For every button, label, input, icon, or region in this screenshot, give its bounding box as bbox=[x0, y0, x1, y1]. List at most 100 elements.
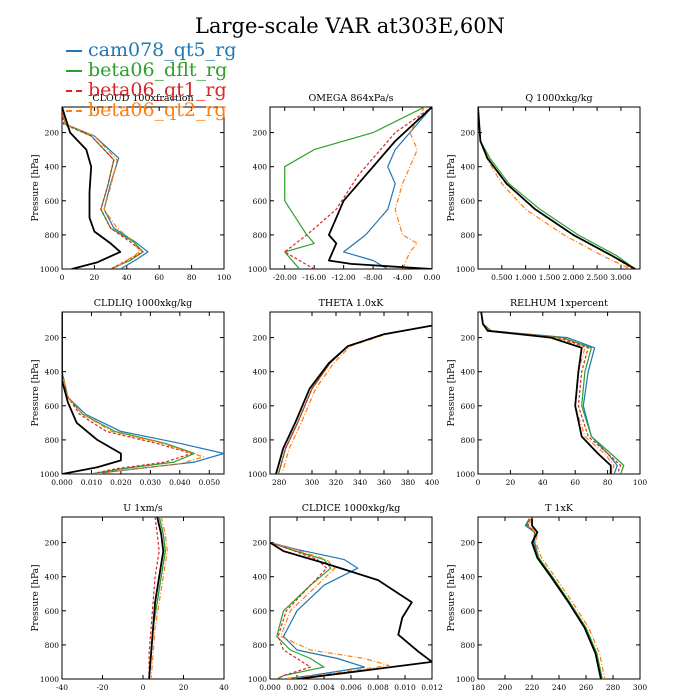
y-tick-label: 600 bbox=[461, 197, 476, 206]
x-tick-label: 0 bbox=[60, 273, 65, 282]
series-line-beta06_qt1_rg bbox=[478, 107, 634, 269]
series-line-beta06_qt2_rg bbox=[394, 107, 426, 269]
y-tick-label: 800 bbox=[461, 436, 476, 445]
x-tick-label: 80 bbox=[187, 273, 197, 282]
y-tick-label: 400 bbox=[253, 368, 268, 377]
x-tick-label: 280 bbox=[272, 478, 287, 487]
legend-swatch bbox=[66, 70, 82, 72]
y-tick-label: 200 bbox=[461, 334, 476, 343]
x-tick-label: -20.00 bbox=[273, 273, 297, 282]
panel-title: OMEGA 864xPa/s bbox=[308, 93, 393, 104]
legend-item: beta06_qt1_rg bbox=[66, 80, 236, 100]
y-tick-label: 800 bbox=[45, 231, 60, 240]
x-tick-label: 2.500 bbox=[586, 273, 608, 282]
x-tick-label: 2.000 bbox=[563, 273, 585, 282]
series-line-beta06_qt1_rg bbox=[148, 517, 160, 679]
y-tick-label: 200 bbox=[253, 334, 268, 343]
series-line-beta06_qt2_rg bbox=[478, 107, 631, 269]
x-tick-label: 40 bbox=[538, 478, 548, 487]
panel-frame bbox=[477, 311, 641, 475]
series-line-beta06_dflt_rg bbox=[277, 325, 432, 474]
legend-swatch bbox=[66, 90, 82, 92]
y-tick-label: 1000 bbox=[40, 265, 59, 274]
x-tick-label: 60 bbox=[154, 273, 164, 282]
x-tick-label: 0.004 bbox=[313, 683, 335, 692]
x-tick-label: 40 bbox=[219, 683, 229, 692]
x-tick-label: -12.00 bbox=[332, 273, 356, 282]
series-line-cam078_qt5_rg bbox=[343, 107, 432, 269]
x-tick-label: -16.00 bbox=[302, 273, 326, 282]
x-tick-label: 3.000 bbox=[610, 273, 632, 282]
panel-title: Q 1000xkg/kg bbox=[525, 93, 592, 104]
panel-series bbox=[270, 541, 432, 679]
series-line-beta06_qt2_rg bbox=[62, 312, 204, 474]
y-tick-label: 400 bbox=[45, 573, 60, 582]
x-tick-label: 0.008 bbox=[367, 683, 389, 692]
panel-title: CLDLIQ 1000xkg/kg bbox=[94, 298, 192, 309]
series-line-beta06_qt1_rg bbox=[62, 107, 144, 269]
x-tick-label: 0.00 bbox=[424, 273, 441, 282]
panel-9: T 1xK 200 400 600 800 1000 Pressure [hPa] 180 20… bbox=[447, 503, 647, 692]
series-line-reference bbox=[478, 107, 636, 269]
panel-frame bbox=[477, 516, 641, 680]
legend-swatch bbox=[66, 110, 82, 112]
series-line-beta06_qt2_rg bbox=[150, 517, 168, 679]
y-tick-label: 1000 bbox=[456, 675, 475, 684]
panel-title: CLDICE 1000xkg/kg bbox=[302, 503, 401, 514]
y-tick-label: 400 bbox=[45, 368, 60, 377]
y-tick-label: 600 bbox=[45, 607, 60, 616]
y-tick-label: 600 bbox=[45, 197, 60, 206]
x-tick-label: -4.00 bbox=[393, 273, 412, 282]
series-line-reference bbox=[148, 517, 165, 679]
x-tick-label: 60 bbox=[570, 478, 580, 487]
x-tick-label: 20 bbox=[90, 273, 100, 282]
y-tick-label: 400 bbox=[45, 163, 60, 172]
y-tick-label: 600 bbox=[461, 402, 476, 411]
x-tick-label: 40 bbox=[122, 273, 132, 282]
series-line-reference bbox=[531, 518, 602, 679]
x-tick-label: 300 bbox=[305, 478, 320, 487]
panel-4: CLDLIQ 1000xkg/kg 200 400 600 800 1000 Pressur… bbox=[31, 298, 225, 487]
y-tick-label: 400 bbox=[253, 163, 268, 172]
x-tick-label: -40 bbox=[56, 683, 68, 692]
panel-series bbox=[62, 107, 149, 269]
y-axis-label: Pressure [hPa] bbox=[31, 154, 41, 221]
y-tick-label: 600 bbox=[461, 607, 476, 616]
x-tick-label: 360 bbox=[377, 478, 392, 487]
x-tick-label: 20 bbox=[179, 683, 189, 692]
x-tick-label: 280 bbox=[606, 683, 621, 692]
series-line-beta06_qt2_rg bbox=[528, 518, 606, 679]
series-line-cam078_qt5_rg bbox=[277, 325, 432, 474]
series-line-cam078_qt5_rg bbox=[524, 518, 603, 679]
panel-frame bbox=[477, 106, 641, 270]
x-tick-label: 0.002 bbox=[286, 683, 308, 692]
x-tick-label: -8.00 bbox=[363, 273, 382, 282]
y-tick-label: 600 bbox=[253, 402, 268, 411]
series-line-reference bbox=[62, 107, 122, 269]
series-line-beta06_dflt_rg bbox=[270, 542, 332, 679]
legend-item: cam078_qt5_rg bbox=[66, 40, 236, 60]
y-tick-label: 1000 bbox=[40, 470, 59, 479]
legend-label: beta06_dflt_rg bbox=[88, 59, 228, 81]
panel-series bbox=[478, 107, 636, 269]
series-line-reference bbox=[62, 312, 122, 474]
panel-series bbox=[148, 517, 168, 679]
x-tick-label: -20 bbox=[96, 683, 108, 692]
series-line-beta06_qt2_rg bbox=[62, 107, 141, 269]
x-tick-label: 180 bbox=[471, 683, 486, 692]
panel-2: OMEGA 864xPa/s 200 400 600 800 1000 -20.00 -16.… bbox=[248, 93, 441, 282]
series-line-beta06_qt1_rg bbox=[62, 312, 193, 474]
y-tick-label: 200 bbox=[45, 129, 60, 138]
x-tick-label: 1.000 bbox=[515, 273, 537, 282]
y-axis-label: Pressure [hPa] bbox=[447, 359, 457, 426]
x-tick-label: 0.000 bbox=[259, 683, 281, 692]
panel-title: U 1xm/s bbox=[123, 503, 163, 514]
legend-label: beta06_qt2_rg bbox=[88, 99, 227, 121]
panel-5: THETA 1.0xK 200 400 600 800 1000 300 320 340 360 3… bbox=[248, 298, 439, 487]
series-line-reference bbox=[275, 324, 432, 474]
y-tick-label: 600 bbox=[253, 197, 268, 206]
series-line-reference bbox=[327, 107, 432, 269]
panel-1: CLOUD 100xfraction2004006008001000Pressu… bbox=[31, 93, 231, 282]
